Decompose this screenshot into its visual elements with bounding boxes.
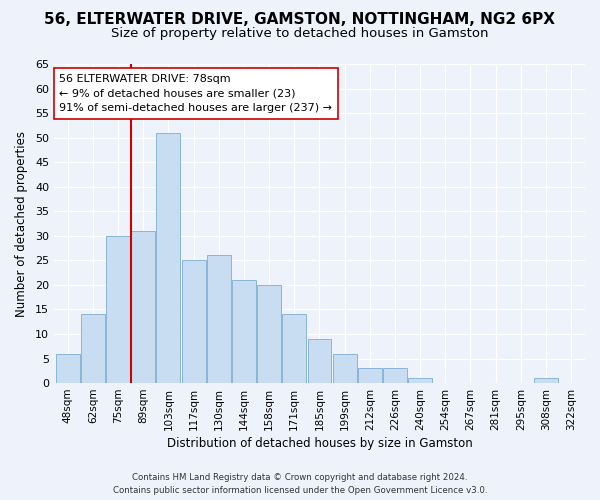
Bar xyxy=(106,236,130,383)
Text: Size of property relative to detached houses in Gamston: Size of property relative to detached ho… xyxy=(111,28,489,40)
Bar xyxy=(408,378,432,383)
Text: Contains HM Land Registry data © Crown copyright and database right 2024.
Contai: Contains HM Land Registry data © Crown c… xyxy=(113,474,487,495)
Bar xyxy=(157,132,181,383)
Bar xyxy=(358,368,382,383)
Bar xyxy=(383,368,407,383)
Bar xyxy=(257,285,281,383)
Bar xyxy=(283,314,306,383)
Bar xyxy=(56,354,80,383)
Bar xyxy=(131,231,155,383)
Bar xyxy=(308,339,331,383)
Text: 56, ELTERWATER DRIVE, GAMSTON, NOTTINGHAM, NG2 6PX: 56, ELTERWATER DRIVE, GAMSTON, NOTTINGHA… xyxy=(44,12,556,28)
Text: 56 ELTERWATER DRIVE: 78sqm
← 9% of detached houses are smaller (23)
91% of semi-: 56 ELTERWATER DRIVE: 78sqm ← 9% of detac… xyxy=(59,74,332,113)
Bar xyxy=(332,354,356,383)
X-axis label: Distribution of detached houses by size in Gamston: Distribution of detached houses by size … xyxy=(167,437,472,450)
Bar xyxy=(207,256,231,383)
Bar xyxy=(81,314,105,383)
Bar xyxy=(232,280,256,383)
Bar xyxy=(182,260,206,383)
Y-axis label: Number of detached properties: Number of detached properties xyxy=(15,130,28,316)
Bar xyxy=(534,378,558,383)
